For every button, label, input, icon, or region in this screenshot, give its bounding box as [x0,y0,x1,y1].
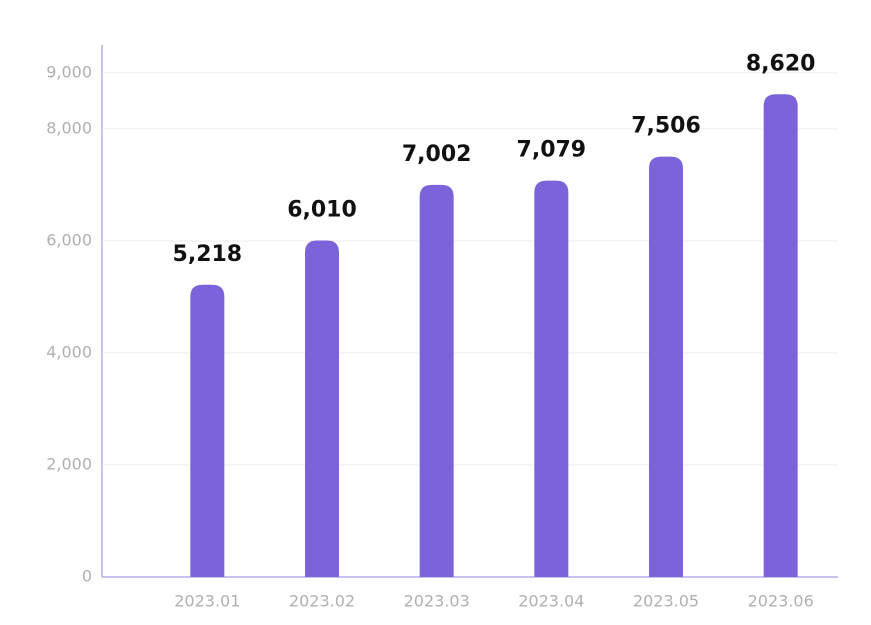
y-tick-label: 6,000 [46,231,92,250]
x-tick-label: 2023.02 [289,592,355,611]
value-label: 5,218 [173,242,243,267]
y-tick-label: 8,000 [46,119,92,138]
bar [305,240,339,577]
y-tick-label: 9,000 [46,63,92,82]
x-tick-label: 2023.06 [748,592,814,611]
value-label: 6,010 [287,197,357,222]
y-tick-label: 2,000 [46,455,92,474]
x-tick-label: 2023.04 [518,592,584,611]
x-tick-label: 2023.05 [633,592,699,611]
bar [534,180,569,578]
bar [763,94,798,577]
bar [649,156,683,577]
y-tick-label: 4,000 [46,343,92,362]
x-tick-label: 2023.03 [404,592,470,611]
value-label: 7,002 [402,142,472,167]
value-label: 7,079 [517,138,587,163]
value-label: 8,620 [746,51,816,76]
bar [419,184,454,577]
x-tick-label: 2023.01 [174,592,240,611]
y-tick-label: 0 [82,567,92,586]
bar [190,284,225,577]
value-label: 7,506 [631,114,701,139]
